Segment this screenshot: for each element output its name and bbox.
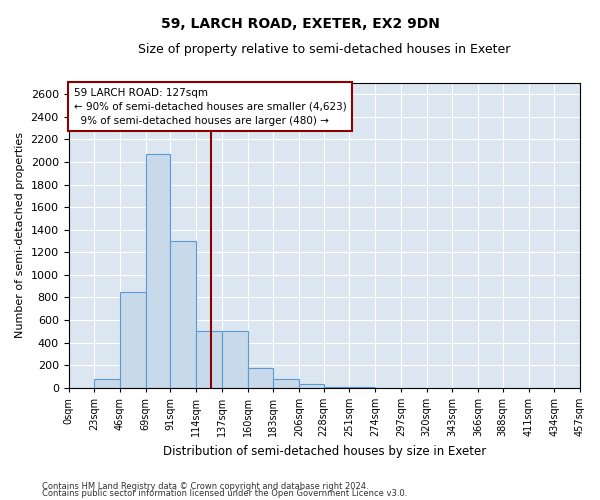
Bar [94,380,120,388]
Bar [146,154,170,388]
Bar [349,387,375,388]
Bar [324,386,349,388]
Text: 59 LARCH ROAD: 127sqm
← 90% of semi-detached houses are smaller (4,623)
  9% of : 59 LARCH ROAD: 127sqm ← 90% of semi-deta… [74,88,346,126]
Bar [120,292,146,388]
Title: Size of property relative to semi-detached houses in Exeter: Size of property relative to semi-detach… [138,42,511,56]
Bar [299,384,324,388]
Bar [248,368,274,388]
X-axis label: Distribution of semi-detached houses by size in Exeter: Distribution of semi-detached houses by … [163,444,486,458]
Bar [274,380,299,388]
Bar [170,241,196,388]
Bar [222,332,248,388]
Bar [196,332,222,388]
Y-axis label: Number of semi-detached properties: Number of semi-detached properties [15,132,25,338]
Text: Contains public sector information licensed under the Open Government Licence v3: Contains public sector information licen… [42,490,407,498]
Text: 59, LARCH ROAD, EXETER, EX2 9DN: 59, LARCH ROAD, EXETER, EX2 9DN [161,18,439,32]
Text: Contains HM Land Registry data © Crown copyright and database right 2024.: Contains HM Land Registry data © Crown c… [42,482,368,491]
